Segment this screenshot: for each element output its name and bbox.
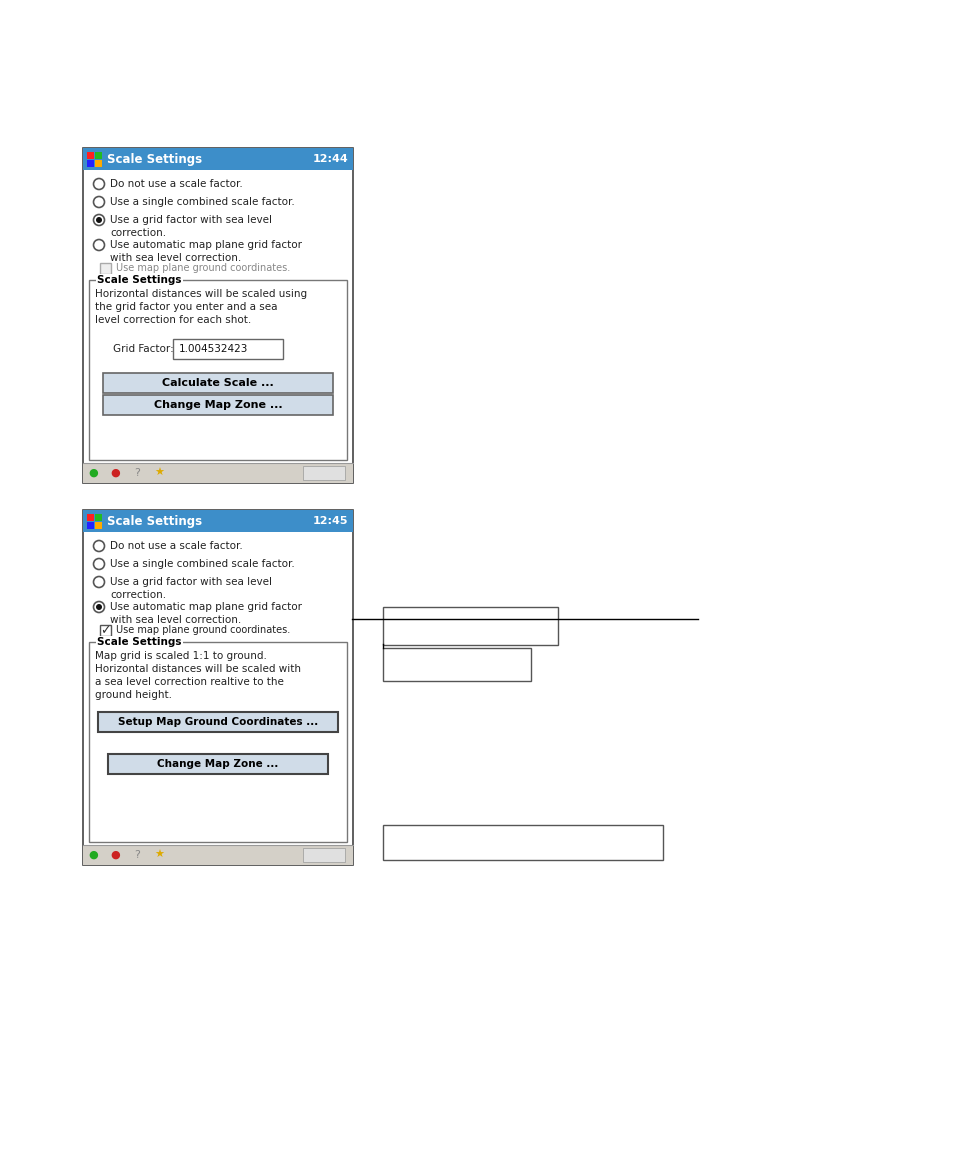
Text: ●: ● [110, 850, 120, 860]
Bar [95, 513, 102, 522]
Text: Use map plane ground coordinates.: Use map plane ground coordinates. [116, 625, 290, 635]
Text: the grid factor you enter and a sea: the grid factor you enter and a sea [95, 302, 277, 312]
Bar [87, 522, 94, 529]
Bar [89, 642, 347, 841]
Bar [100, 263, 111, 274]
Bar [95, 522, 102, 529]
Bar [95, 160, 102, 167]
Bar [89, 280, 347, 460]
Text: Use a grid factor with sea level: Use a grid factor with sea level [110, 216, 272, 225]
Text: correction.: correction. [110, 228, 166, 238]
Text: Scale Settings: Scale Settings [97, 637, 181, 647]
Bar [382, 825, 662, 860]
Bar [100, 625, 111, 636]
Text: level correction for each shot.: level correction for each shot. [95, 315, 251, 325]
Text: 12:44: 12:44 [312, 154, 348, 165]
Circle shape [96, 604, 102, 610]
Text: ●: ● [110, 468, 120, 478]
Text: ★: ★ [153, 468, 164, 478]
Text: Use automatic map plane grid factor: Use automatic map plane grid factor [110, 240, 302, 250]
Bar [382, 648, 531, 681]
Text: Do not use a scale factor.: Do not use a scale factor. [110, 541, 242, 551]
Text: 12:45: 12:45 [313, 516, 348, 526]
Text: Do not use a scale factor.: Do not use a scale factor. [110, 178, 242, 189]
Text: 1.004532423: 1.004532423 [179, 344, 248, 353]
Text: Scale Settings: Scale Settings [107, 515, 202, 527]
Bar [98, 712, 337, 732]
Text: ●: ● [88, 468, 98, 478]
Bar [172, 338, 283, 359]
Text: correction.: correction. [110, 590, 166, 600]
Text: Use map plane ground coordinates.: Use map plane ground coordinates. [116, 263, 290, 274]
Text: Horizontal distances will be scaled using: Horizontal distances will be scaled usin… [95, 289, 307, 299]
Text: Grid Factor:: Grid Factor: [112, 344, 173, 353]
Text: Scale Settings: Scale Settings [107, 153, 202, 166]
Bar [83, 845, 353, 865]
Bar [303, 466, 345, 480]
Bar [87, 160, 94, 167]
Bar [103, 395, 333, 415]
Text: ●: ● [88, 850, 98, 860]
Text: Use a single combined scale factor.: Use a single combined scale factor. [110, 197, 294, 207]
Text: ?: ? [134, 468, 140, 478]
Text: Use a grid factor with sea level: Use a grid factor with sea level [110, 577, 272, 586]
Text: Use a single combined scale factor.: Use a single combined scale factor. [110, 559, 294, 569]
Text: ★: ★ [153, 850, 164, 860]
Bar [83, 148, 353, 170]
Bar [87, 152, 94, 159]
Text: Horizontal distances will be scaled with: Horizontal distances will be scaled with [95, 664, 301, 675]
Text: ✓: ✓ [100, 624, 111, 637]
Bar [83, 510, 353, 532]
Bar [87, 513, 94, 522]
Circle shape [96, 217, 102, 223]
Text: ground height.: ground height. [95, 690, 172, 700]
Bar [303, 848, 345, 862]
Bar [83, 462, 353, 483]
Text: with sea level correction.: with sea level correction. [110, 253, 241, 263]
Text: Change Map Zone ...: Change Map Zone ... [157, 759, 278, 770]
Text: Map grid is scaled 1:1 to ground.: Map grid is scaled 1:1 to ground. [95, 651, 267, 661]
Bar [103, 373, 333, 393]
Text: Scale Settings: Scale Settings [97, 275, 181, 285]
Text: Use automatic map plane grid factor: Use automatic map plane grid factor [110, 602, 302, 612]
Text: Change Map Zone ...: Change Map Zone ... [153, 400, 282, 410]
Bar [83, 148, 353, 483]
Bar [95, 152, 102, 159]
Text: with sea level correction.: with sea level correction. [110, 615, 241, 625]
Text: ?: ? [134, 850, 140, 860]
Text: a sea level correction realtive to the: a sea level correction realtive to the [95, 677, 284, 687]
Text: Setup Map Ground Coordinates ...: Setup Map Ground Coordinates ... [118, 717, 317, 727]
Text: Calculate Scale ...: Calculate Scale ... [162, 378, 274, 388]
Bar [108, 755, 328, 774]
Bar [382, 607, 558, 646]
Bar [83, 510, 353, 865]
